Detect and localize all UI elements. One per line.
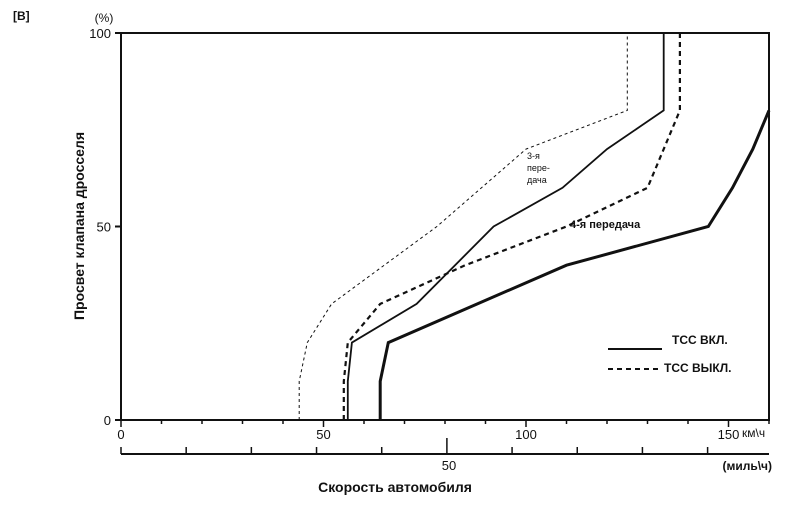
x-unit-kmh: км\ч <box>742 426 765 440</box>
x-ticks-kmh: 0 50 100 150 <box>117 420 770 442</box>
series-line-g4_on <box>378 109 771 420</box>
y-ticks: 0 50 100 <box>89 26 121 428</box>
legend-off-label: TCC ВЫКЛ. <box>664 361 732 375</box>
y-tick-label: 50 <box>97 220 111 235</box>
x-tick-label: 150 <box>718 427 740 442</box>
y-unit-label: (%) <box>95 11 114 25</box>
third-gear-label-1: 3-я <box>527 151 540 161</box>
third-gear-label-2: пере- <box>527 163 550 173</box>
figure-label: [B] <box>13 9 30 23</box>
x-axis-label: Скорость автомобиля <box>318 479 472 495</box>
x-tick-label: 50 <box>316 427 330 442</box>
series-line-g3_on <box>346 33 665 420</box>
x-tick-label: 100 <box>515 427 537 442</box>
x-unit-mph: (миль\ч) <box>722 459 772 473</box>
fourth-gear-label: 4-я передача <box>570 219 641 231</box>
series-lines <box>298 33 771 420</box>
mph-tick-label: 50 <box>442 458 456 473</box>
third-gear-label-3: дача <box>527 175 547 185</box>
x-tick-label: 0 <box>117 427 124 442</box>
y-axis-label: Просвет клапана дросселя <box>71 132 87 320</box>
y-tick-label: 0 <box>104 413 111 428</box>
legend-on-label: TCC ВКЛ. <box>672 333 728 347</box>
legend: TCC ВКЛ. TCC ВЫКЛ. <box>608 333 732 375</box>
mph-axis <box>120 438 769 455</box>
series-line-g3_off <box>298 33 628 420</box>
y-tick-label: 100 <box>89 26 111 41</box>
